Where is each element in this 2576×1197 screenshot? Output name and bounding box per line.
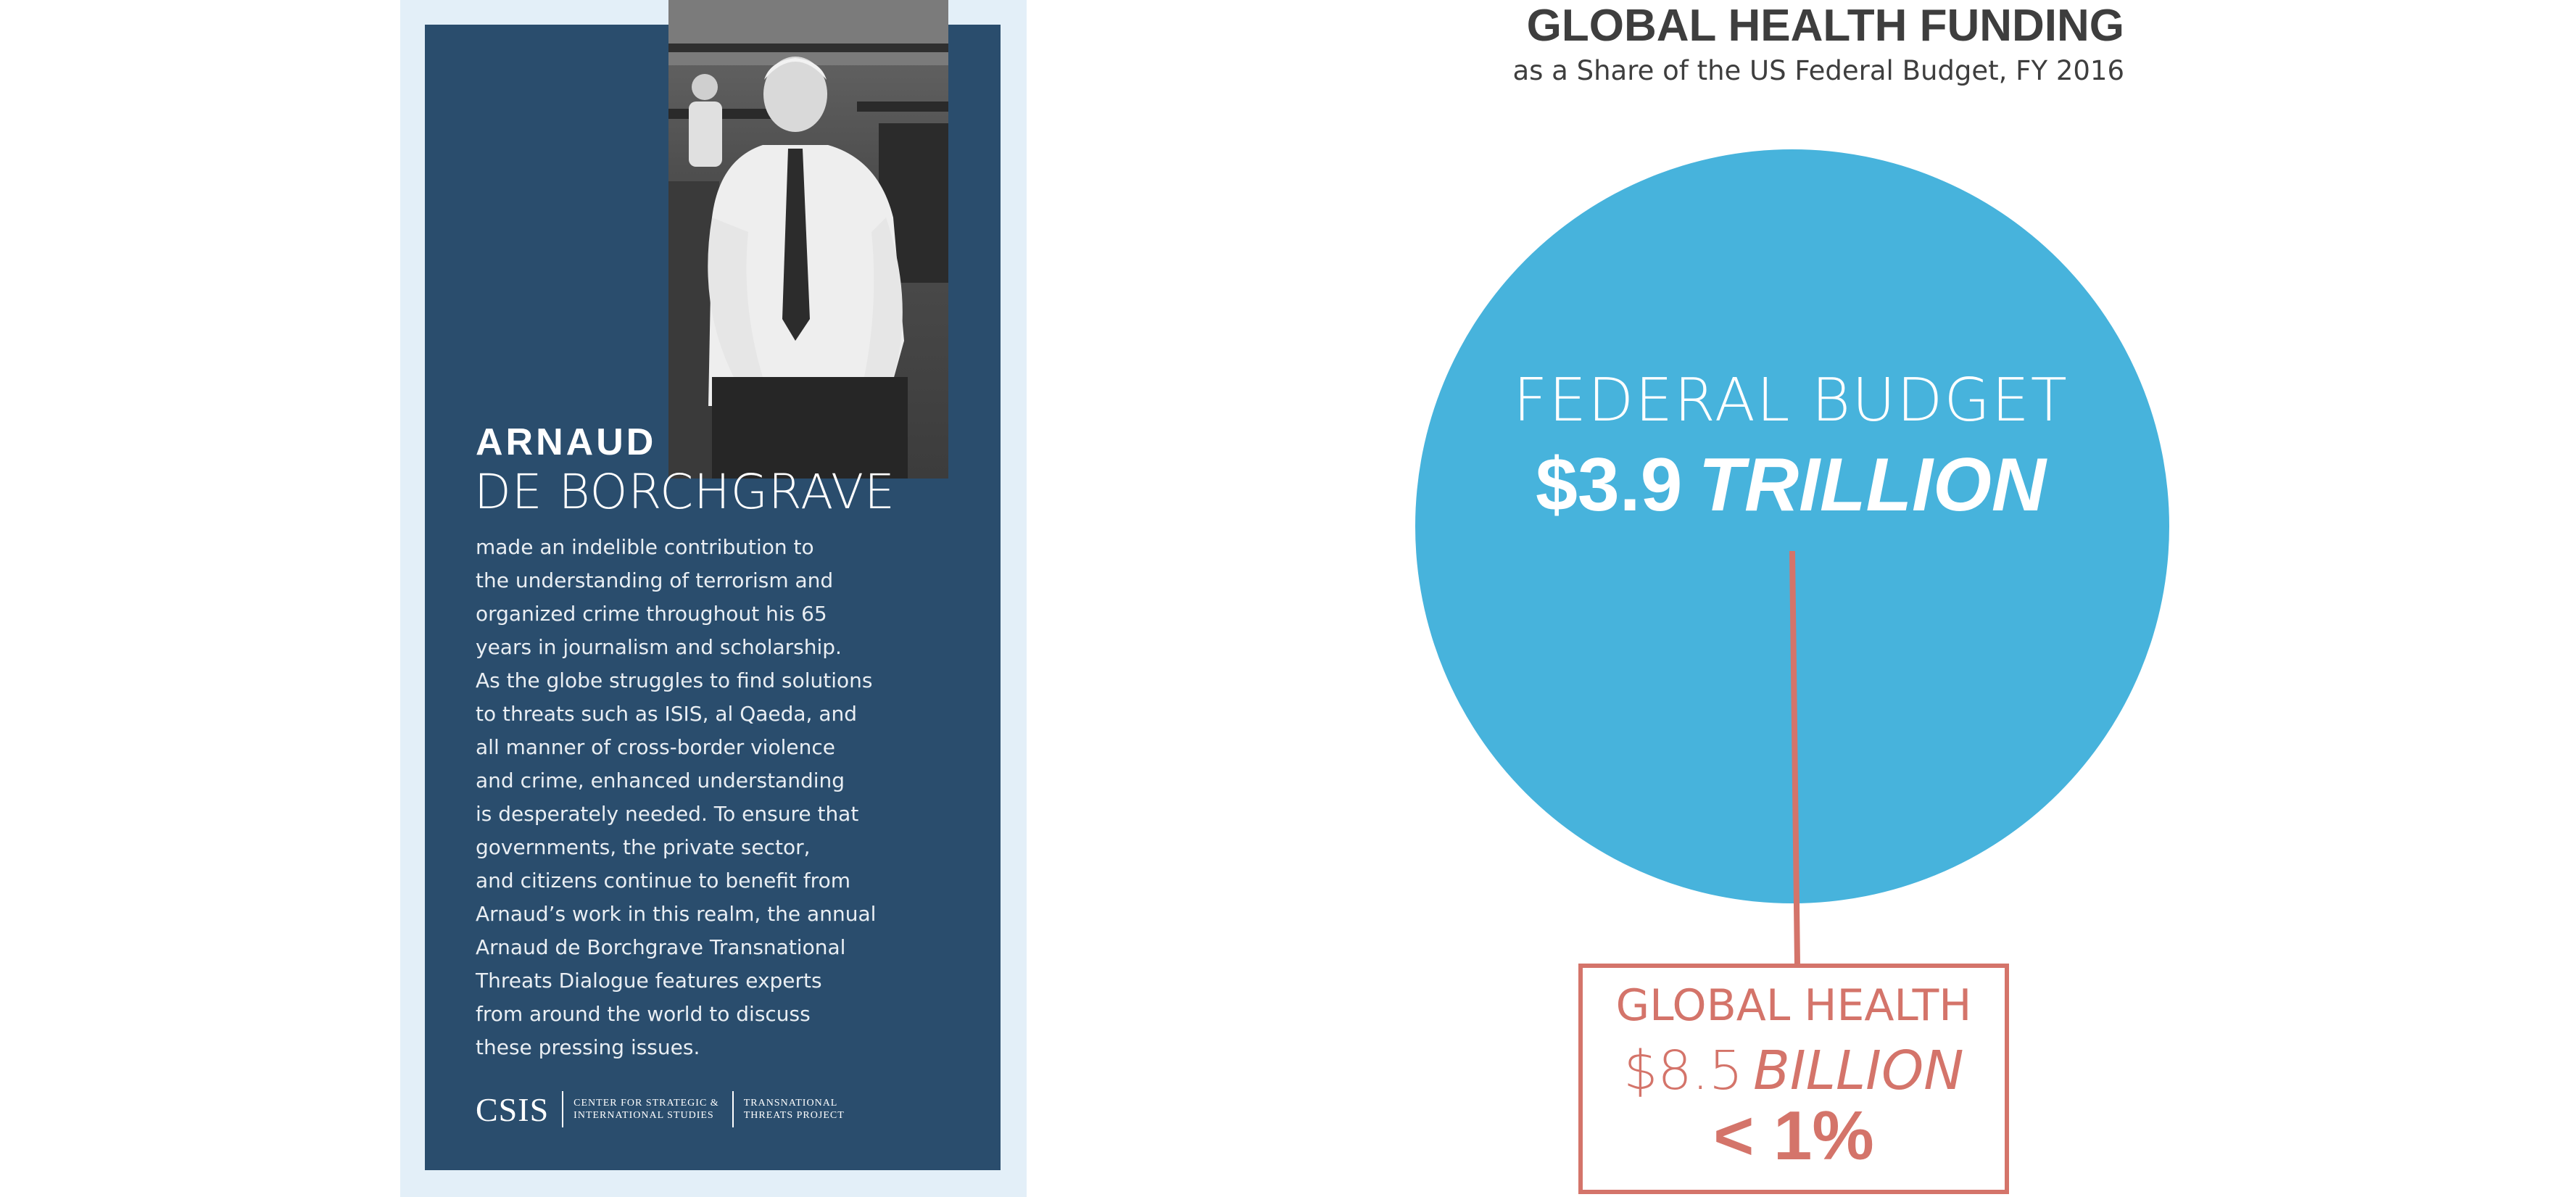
bio-line: the understanding of terrorism and [476, 568, 834, 592]
portrait-photo [668, 0, 948, 479]
name-first: ARNAUD [476, 421, 657, 463]
federal-budget-circle [1415, 149, 2169, 903]
bio-line: made an indelible contribution to [476, 535, 814, 559]
bio-line: from around the world to discuss [476, 1002, 811, 1026]
connector-line [1789, 550, 1800, 965]
portrait-photo-drawing [668, 0, 948, 479]
csis-wordmark: CSIS [476, 1090, 550, 1128]
bio-line: these pressing issues. [476, 1035, 700, 1059]
infographic-subtitle: as a Share of the US Federal Budget, FY … [1512, 55, 2124, 86]
federal-budget-value: $3.9 TRILLION [1414, 442, 2168, 529]
bio-line: to threats such as ISIS, al Qaeda, and [476, 702, 858, 726]
bio-line: is desperately needed. To ensure that [476, 802, 859, 826]
federal-budget-amount: $3.9 [1536, 443, 1683, 527]
bio-line: years in journalism and scholarship. [476, 635, 842, 659]
bio-line: Arnaud de Borchgrave Transnational [476, 935, 846, 959]
global-health-label: GLOBAL HEALTH [1615, 980, 1972, 1031]
global-health-amount: $8.5 [1623, 1040, 1744, 1102]
logo-project-line: THREATS PROJECT [743, 1110, 845, 1121]
bio-line: Threats Dialogue features experts [476, 969, 822, 993]
bio-line: and crime, enhanced understanding [476, 769, 845, 792]
logo-org-line: CENTER FOR STRATEGIC & [573, 1098, 719, 1109]
logo-org-name: CENTER FOR STRATEGIC & INTERNATIONAL STU… [573, 1097, 729, 1122]
bio-text: made an indelible contribution to the un… [476, 531, 940, 1064]
name-last: DE BORCHGRAVE [474, 464, 895, 520]
infographic-title: GLOBAL HEALTH FUNDING [1526, 1, 2124, 51]
global-health-share: < 1% [1713, 1097, 1874, 1175]
bio-line: governments, the private sector, [476, 835, 811, 859]
logo-project-line: TRANSNATIONAL [743, 1098, 838, 1109]
global-health-value: $8.5 BILLION [1578, 1040, 2009, 1102]
bio-line: As the globe struggles to find solutions [476, 668, 873, 692]
bio-line: organized crime throughout his 65 [476, 602, 827, 626]
federal-budget-unit: TRILLION [1698, 443, 2046, 527]
logo-project-name: TRANSNATIONAL THREATS PROJECT [744, 1097, 855, 1122]
logo-divider [732, 1091, 734, 1127]
federal-budget-label: FEDERAL BUDGET [1513, 366, 2068, 435]
global-health-unit: BILLION [1753, 1040, 1964, 1102]
logo-divider [562, 1091, 564, 1127]
logo-org-line: INTERNATIONAL STUDIES [573, 1110, 714, 1121]
bio-line: and citizens continue to benefit from [476, 869, 850, 892]
global-health-box [1578, 964, 2009, 1194]
bio-line: Arnaud’s work in this realm, the annual [476, 902, 877, 926]
bio-line: all manner of cross-border violence [476, 735, 835, 759]
csis-logo: CSIS CENTER FOR STRATEGIC & INTERNATIONA… [476, 1088, 855, 1131]
